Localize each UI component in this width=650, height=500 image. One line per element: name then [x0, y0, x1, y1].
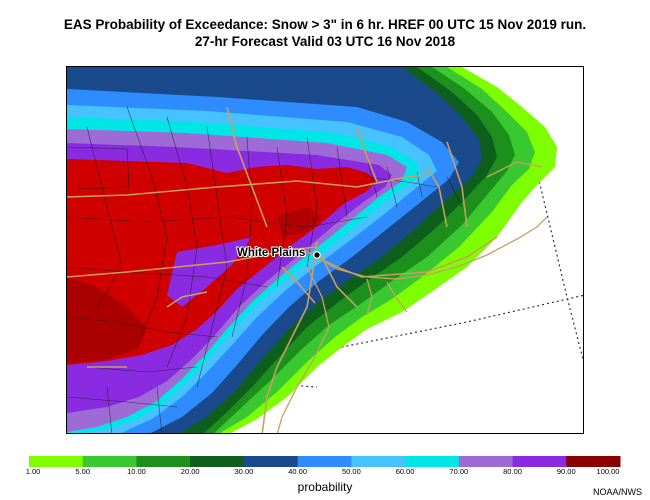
dotted-boundary-line [536, 171, 583, 362]
colorbar [29, 456, 621, 467]
colorbar-title: probability [297, 480, 353, 494]
colorbar-segment [351, 456, 406, 467]
colorbar-segment [512, 456, 567, 467]
colorbar-tick-label: 100.00 [596, 467, 620, 476]
city-label-white-plains: White Plains [237, 247, 306, 259]
colorbar-tick-label: 70.00 [449, 467, 469, 476]
coastline [276, 161, 548, 433]
map-graphic [67, 67, 583, 433]
colorbar-segment [405, 456, 460, 467]
probability-map: White Plains [66, 66, 584, 434]
band-90-100-core [67, 277, 147, 363]
colorbar-segment [297, 456, 352, 467]
colorbar-tick-label: 80.00 [503, 467, 522, 476]
colorbar-segment [243, 456, 299, 467]
county-lines [67, 106, 463, 433]
state-boundaries [67, 106, 498, 433]
colorbar-tick-label: 10.00 [127, 467, 146, 476]
colorbar-tick-label: 30.00 [234, 467, 254, 476]
colorbar-segment [190, 456, 245, 467]
colorbar-segment [458, 456, 514, 467]
colorbar-tick-label: 90.00 [556, 467, 576, 476]
band-90-100-core [277, 207, 322, 237]
colorbar-segment [82, 456, 137, 467]
dotted-boundary-line [316, 294, 583, 353]
band-80-90-intrusion [167, 237, 252, 307]
colorbar-segment [566, 456, 621, 467]
colorbar-segment [136, 456, 191, 467]
colorbar-segment [29, 456, 84, 467]
colorbar-tick-label: 1.00 [25, 467, 41, 476]
map-title-line-1: EAS Probability of Exceedance: Snow > 3"… [63, 17, 587, 32]
map-title-line-2: 27-hr Forecast Valid 03 UTC 16 Nov 2018 [194, 34, 456, 49]
white-plains-marker [313, 251, 321, 259]
colorbar-tick-label: 40.00 [288, 467, 308, 476]
credit-text: NOAA/NWS [592, 487, 642, 497]
colorbar-tick-label: 50.00 [341, 467, 361, 476]
colorbar-tick-label: 5.00 [75, 467, 91, 476]
colorbar-tick-label: 60.00 [395, 467, 415, 476]
colorbar-tick-label: 20.00 [180, 467, 200, 476]
